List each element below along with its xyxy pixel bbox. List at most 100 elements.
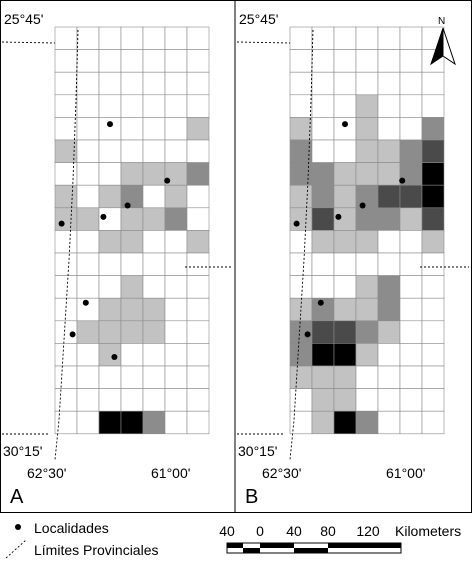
grid-cell	[355, 26, 379, 50]
grid-cell	[142, 252, 166, 276]
lon-left-label-b: 62°30'	[262, 465, 301, 481]
grid-cell	[54, 275, 78, 299]
grid-cell	[333, 320, 357, 344]
grid-cell	[355, 275, 379, 299]
grid-cell	[311, 207, 335, 231]
provincial-boundary-top-a	[1, 41, 56, 44]
grid-cell	[355, 252, 379, 276]
grid-cell	[142, 71, 166, 96]
grid-cell	[186, 184, 210, 209]
grid-cell	[377, 252, 401, 276]
grid-cell	[355, 410, 379, 435]
grid-cell	[377, 117, 401, 141]
grid-cell	[355, 388, 379, 412]
grid-cell	[399, 117, 423, 141]
grid-cell	[164, 117, 188, 141]
grid-cell	[333, 297, 357, 322]
grid-cell	[333, 49, 357, 73]
grid-cell	[186, 230, 210, 254]
scale-bar-segment	[243, 548, 260, 553]
grid-cell	[186, 71, 210, 96]
grid-cell	[76, 49, 100, 73]
localidad-marker	[100, 213, 107, 220]
grid-cell	[98, 252, 122, 276]
grid-cell	[289, 343, 313, 367]
localidades-legend-icon	[15, 524, 21, 530]
grid-cell	[120, 26, 144, 50]
grid-cell	[54, 252, 78, 276]
grid-cell	[186, 162, 210, 186]
grid-cell	[421, 297, 445, 322]
grid-cell	[142, 117, 166, 141]
grid-cell	[355, 230, 379, 254]
grid-cell	[98, 365, 122, 389]
grid-cell	[333, 388, 357, 412]
grid-cell	[76, 71, 100, 96]
localidad-marker	[111, 353, 118, 360]
panel-letter-a: A	[10, 486, 24, 508]
grid-cell	[164, 275, 188, 299]
grid-cell	[333, 410, 357, 435]
grid-cell	[399, 275, 423, 299]
grid-cell	[377, 297, 401, 322]
grid-cell	[76, 162, 100, 186]
localidad-marker	[82, 299, 89, 306]
grid-cell	[164, 71, 188, 96]
grid-cell	[377, 230, 401, 254]
grid-cell	[377, 184, 401, 209]
grid-cell	[76, 252, 100, 276]
grid-cell	[76, 388, 100, 412]
grid-cell	[98, 388, 122, 412]
grid-cell	[377, 26, 401, 50]
grid-cell	[120, 297, 144, 322]
grid-cell	[76, 26, 100, 50]
grid-cell	[164, 139, 188, 163]
grid-cell	[377, 365, 401, 389]
grid-cell	[186, 139, 210, 163]
grid-cell	[289, 297, 313, 322]
grid-cell	[142, 297, 166, 322]
grid-cell	[120, 117, 144, 141]
grid-cell	[289, 365, 313, 389]
grid-cell	[142, 162, 166, 186]
grid-cell	[399, 410, 423, 435]
grid-cell	[120, 94, 144, 118]
localidad-marker	[342, 121, 348, 128]
grid-cell	[164, 410, 188, 435]
grid-cell	[311, 410, 335, 435]
scale-bar: 40 0 40 80 120 Kilometers	[219, 523, 461, 554]
grid-cell	[142, 275, 166, 299]
grid-cell	[120, 139, 144, 163]
grid-cell	[54, 117, 78, 141]
grid-cell	[311, 139, 335, 163]
grid-cell	[76, 184, 100, 209]
localidad-marker	[335, 213, 342, 220]
localidad-marker	[304, 331, 311, 338]
grid-cell	[421, 275, 445, 299]
grid-cell	[377, 388, 401, 412]
grid-cell	[186, 207, 210, 231]
grid-cell	[399, 94, 423, 118]
north-arrow-icon	[430, 27, 456, 66]
grid-cell	[421, 184, 445, 209]
grid-cell	[120, 343, 144, 367]
grid-cell	[186, 252, 210, 276]
grid-cell	[355, 94, 379, 118]
lat-bottom-label-b: 30°15'	[238, 443, 277, 459]
grid-cell	[355, 184, 379, 209]
grid-cell	[399, 388, 423, 412]
grid-cell	[377, 139, 401, 163]
grid-cell	[98, 275, 122, 299]
grid-cell	[333, 26, 357, 50]
localidad-marker	[58, 220, 65, 227]
localidad-marker	[317, 299, 324, 306]
grid-cell	[54, 388, 78, 412]
grid-cell	[164, 252, 188, 276]
grid-cell	[98, 343, 122, 367]
grid-cell	[289, 71, 313, 96]
grid-cell	[98, 297, 122, 322]
grid-cell	[120, 71, 144, 96]
grid-cell	[76, 230, 100, 254]
grid-cell	[377, 94, 401, 118]
grid-cell	[186, 275, 210, 299]
